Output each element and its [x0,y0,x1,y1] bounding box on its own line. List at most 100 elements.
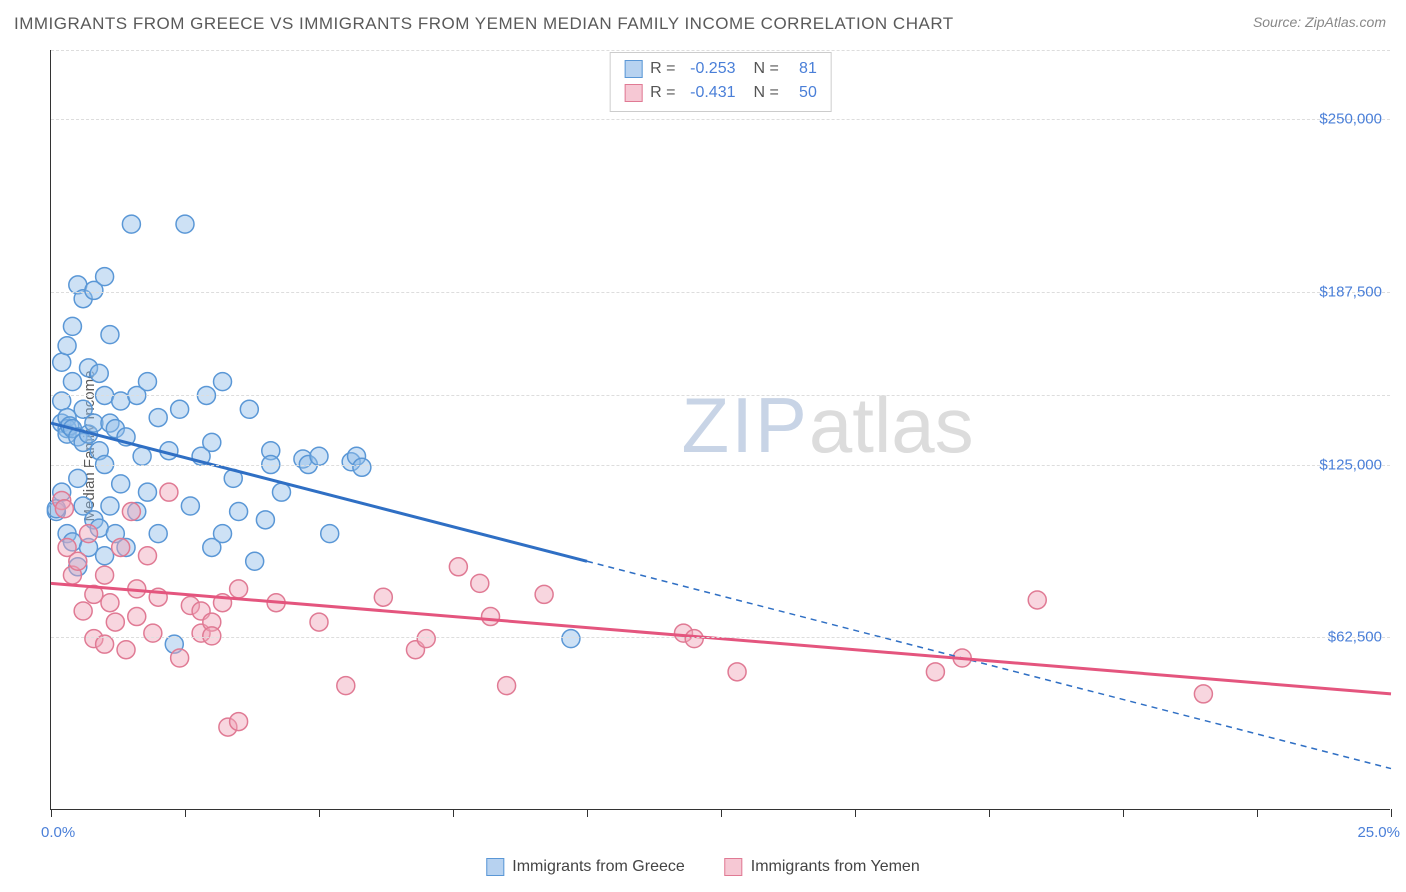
gridline [51,292,1390,293]
gridline [51,395,1390,396]
scatter-point [69,469,87,487]
scatter-point [1194,685,1212,703]
x-tick [453,809,454,817]
scatter-point [230,503,248,521]
scatter-point [176,215,194,233]
x-tick [1123,809,1124,817]
scatter-point [374,588,392,606]
scatter-point [256,511,274,529]
scatter-point [101,326,119,344]
r-value: -0.431 [684,81,736,105]
scatter-point [160,483,178,501]
scatter-point [96,268,114,286]
n-label: N = [754,57,779,81]
scatter-point [246,552,264,570]
scatter-point [310,613,328,631]
scatter-point [122,503,140,521]
trend-line [51,583,1391,694]
plot-area: ZIPatlas R =-0.253N =81R =-0.431N =50 0.… [50,50,1390,810]
legend-label: Immigrants from Yemen [751,858,920,876]
x-tick [989,809,990,817]
scatter-point [144,624,162,642]
x-tick [721,809,722,817]
scatter-point [85,414,103,432]
y-tick-label: $62,500 [1328,629,1382,646]
scatter-point [138,547,156,565]
scatter-point [535,585,553,603]
scatter-point [149,525,167,543]
y-tick-label: $125,000 [1319,456,1382,473]
scatter-point [63,373,81,391]
y-tick-label: $250,000 [1319,111,1382,128]
stats-swatch [624,84,642,102]
r-label: R = [650,81,675,105]
scatter-point [117,641,135,659]
gridline [51,637,1390,638]
scatter-point [230,713,248,731]
n-value: 81 [787,57,817,81]
scatter-point [203,433,221,451]
legend-item: Immigrants from Greece [486,858,684,876]
scatter-point [482,608,500,626]
scatter-point [53,353,71,371]
scatter-point [728,663,746,681]
scatter-point [128,608,146,626]
chart-title: IMMIGRANTS FROM GREECE VS IMMIGRANTS FRO… [14,14,954,34]
trend-line-extrapolated [587,561,1391,768]
plot-svg [51,50,1390,809]
scatter-point [498,677,516,695]
scatter-point [101,497,119,515]
scatter-point [449,558,467,576]
x-axis-min-label: 0.0% [41,824,75,841]
x-tick [51,809,52,817]
x-axis-max-label: 25.0% [1357,824,1400,841]
x-tick [855,809,856,817]
scatter-point [321,525,339,543]
r-label: R = [650,57,675,81]
scatter-point [926,663,944,681]
scatter-point [106,613,124,631]
gridline [51,119,1390,120]
stats-row: R = -0.431 N = 50 [624,81,817,105]
scatter-point [337,677,355,695]
n-label: N = [754,81,779,105]
scatter-point [96,566,114,584]
scatter-point [685,630,703,648]
scatter-point [133,447,151,465]
scatter-point [138,483,156,501]
stats-box: R =-0.253N =81R =-0.431N =50 [609,52,832,112]
scatter-point [112,538,130,556]
x-tick [185,809,186,817]
legend-label: Immigrants from Greece [512,858,684,876]
scatter-point [74,602,92,620]
x-tick [1257,809,1258,817]
scatter-point [171,400,189,418]
source-attribution: Source: ZipAtlas.com [1253,14,1386,30]
scatter-point [240,400,258,418]
legend: Immigrants from Greece Immigrants from Ye… [486,858,919,876]
gridline [51,465,1390,466]
scatter-point [562,630,580,648]
scatter-point [69,552,87,570]
scatter-point [96,547,114,565]
scatter-point [203,627,221,645]
y-tick-label: $187,500 [1319,283,1382,300]
scatter-point [171,649,189,667]
n-value: 50 [787,81,817,105]
scatter-point [214,525,232,543]
stats-row: R =-0.253N =81 [624,57,817,81]
scatter-point [471,574,489,592]
x-tick [319,809,320,817]
legend-item: Immigrants from Yemen [725,858,920,876]
scatter-point [181,497,199,515]
legend-swatch [725,858,743,876]
scatter-point [353,458,371,476]
scatter-point [149,409,167,427]
scatter-point [122,215,140,233]
stats-swatch [624,60,642,78]
scatter-point [138,373,156,391]
scatter-point [90,364,108,382]
scatter-point [63,317,81,335]
scatter-point [310,447,328,465]
legend-swatch [486,858,504,876]
